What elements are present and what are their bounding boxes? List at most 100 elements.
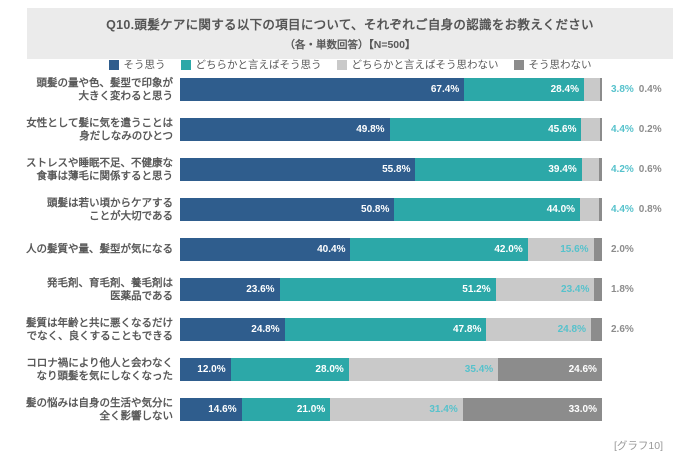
legend-label: どちらかと言えばそう思わない (351, 59, 499, 71)
chart-title: Q10.頭髪ケアに関する以下の項目について、それぞれご自身の認識をお教えください (106, 18, 594, 32)
outside-value-labels: 2.0% (611, 244, 634, 255)
value-label-agree: 12.0% (197, 364, 226, 375)
bar-segment-somewhat-agree: 47.8% (284, 318, 487, 341)
legend: そう思う どちらかと言えばそう思う どちらかと言えばそう思わない そう思わない (0, 57, 700, 72)
value-label-somewhat-disagree: 4.4% (611, 204, 634, 215)
chart-row: ストレスや睡眠不足、不健康な 食事は薄毛に関係すると思う 55.8% 39.4% 4.… (0, 157, 662, 182)
outside-value-labels: 4.2% 0.6% (611, 164, 662, 175)
bar-track: 40.4% 42.0% 15.6% (180, 238, 602, 261)
value-label-agree: 23.6% (246, 284, 275, 295)
bar-segment-agree: 49.8% (180, 118, 390, 141)
category-label: 頭髪の量や色、髪型で印象が 大きく変わると思う (36, 77, 174, 102)
bar-segment-somewhat-agree: 51.2% (279, 278, 496, 301)
value-label-somewhat-disagree: 31.4% (429, 404, 458, 415)
legend-label: どちらかと言えばそう思う (195, 59, 322, 71)
value-label-somewhat-disagree: 4.4% (611, 124, 634, 135)
bar-segment-disagree (599, 158, 602, 181)
value-label-agree: 55.8% (382, 164, 411, 175)
value-label-somewhat-agree: 45.6% (548, 124, 577, 135)
bar-segment-agree: 12.0% (180, 358, 231, 381)
bar-track: 24.8% 47.8% 24.8% (180, 318, 602, 341)
category-label: 髪の悩みは自身の生活や気分に 全く影響しない (26, 397, 173, 422)
value-label-somewhat-agree: 42.0% (494, 244, 523, 255)
category-label: 発毛剤、育毛剤、養毛剤は 医薬品である (47, 277, 173, 302)
value-label-disagree: 0.6% (638, 164, 662, 175)
value-label-somewhat-disagree: 3.8% (611, 84, 634, 95)
chart-row: 髪質は年齢と共に悪くなるだけ でなく、良くすることもできる 24.8% 47.8% 2… (0, 317, 662, 342)
value-label-somewhat-agree: 44.0% (546, 204, 576, 215)
bar-segment-agree: 55.8% (180, 158, 416, 181)
legend-item-disagree: そう思わない (513, 57, 592, 72)
category-label: 人の髪質や量、髪型が気になる (26, 243, 173, 256)
value-label-somewhat-disagree: 4.2% (611, 164, 634, 175)
bar-segment-disagree (594, 278, 602, 301)
bar-segment-somewhat-disagree: 23.4% (495, 278, 595, 301)
chart-title-banner: Q10.頭髪ケアに関する以下の項目について、それぞれご自身の認識をお教えください… (27, 8, 673, 59)
value-label-agree: 24.8% (251, 324, 280, 335)
bar-segment-disagree (590, 318, 602, 341)
category-label: ストレスや睡眠不足、不健康な 食事は薄毛に関係すると思う (26, 157, 173, 182)
value-label-somewhat-agree: 21.0% (296, 404, 326, 415)
bar-track: 12.0% 28.0% 35.4% 24.6% (180, 358, 602, 381)
bar-track: 50.8% 44.0% (180, 198, 602, 221)
bar-segment-somewhat-agree: 21.0% (241, 398, 331, 421)
legend-swatch-somewhat-disagree (336, 59, 347, 70)
value-label-disagree: 2.0% (611, 244, 634, 255)
value-label-somewhat-agree: 39.4% (548, 164, 577, 175)
bar-segment-somewhat-disagree: 15.6% (527, 238, 594, 261)
value-label-agree: 40.4% (317, 244, 346, 255)
category-label: 女性として髪に気を遣うことは 身だしなみのひとつ (26, 117, 173, 142)
chart-caption: [グラフ10] (613, 440, 663, 452)
value-label-somewhat-disagree: 35.4% (464, 364, 494, 375)
bar-segment-somewhat-agree: 45.6% (389, 118, 582, 141)
value-label-agree: 49.8% (356, 124, 385, 135)
value-label-somewhat-disagree: 15.6% (560, 244, 589, 255)
value-label-somewhat-agree: 47.8% (452, 324, 482, 335)
chart-row: 女性として髪に気を遣うことは 身だしなみのひとつ 49.8% 45.6% 4.4% 0.… (0, 117, 662, 142)
legend-item-agree: そう思う (108, 57, 166, 72)
category-label: コロナ禍により他人と会わなく なり頭髪を気にしなくなった (26, 357, 173, 382)
value-label-somewhat-disagree: 24.8% (557, 324, 586, 335)
bar-segment-somewhat-disagree (581, 118, 600, 141)
bar-segment-somewhat-agree: 44.0% (394, 198, 581, 221)
category-label: 髪質は年齢と共に悪くなるだけ でなく、良くすることもできる (26, 317, 173, 342)
outside-value-labels: 2.6% (611, 324, 634, 335)
bar-segment-somewhat-agree: 28.4% (464, 78, 584, 101)
bar-track: 14.6% 21.0% 31.4% 33.0% (180, 398, 602, 421)
bar-segment-somewhat-disagree (581, 158, 600, 181)
legend-item-somewhat-disagree: どちらかと言えばそう思わない (336, 57, 499, 72)
bar-segment-somewhat-disagree: 31.4% (330, 398, 463, 421)
value-label-agree: 14.6% (208, 404, 237, 415)
value-label-disagree: 0.8% (638, 204, 662, 215)
bar-track: 67.4% 28.4% (180, 78, 602, 101)
category-label: 頭髪は若い頃からケアする ことが大切である (47, 197, 173, 222)
bar-segment-somewhat-disagree: 24.8% (486, 318, 591, 341)
bar-segment-disagree (598, 198, 602, 221)
value-label-agree: 67.4% (430, 84, 460, 95)
bar-segment-somewhat-disagree: 35.4% (348, 358, 499, 381)
value-label-disagree: 2.6% (611, 324, 634, 335)
chart-subtitle: （各・単数回答）【N=500】 (284, 39, 416, 51)
value-label-somewhat-disagree: 23.4% (561, 284, 590, 295)
bar-segment-somewhat-agree: 39.4% (415, 158, 582, 181)
value-label-disagree: 24.6% (568, 364, 597, 375)
bar-track: 23.6% 51.2% 23.4% (180, 278, 602, 301)
bar-segment-agree: 24.8% (180, 318, 285, 341)
bar-segment-somewhat-disagree (580, 198, 599, 221)
bar-segment-disagree (600, 78, 602, 101)
chart-row: コロナ禍により他人と会わなく なり頭髪を気にしなくなった 12.0% 28.0% 35… (0, 357, 662, 382)
bar-track: 49.8% 45.6% (180, 118, 602, 141)
chart-row: 髪の悩みは自身の生活や気分に 全く影響しない 14.6% 21.0% 31.4% 33.… (0, 397, 662, 422)
bar-segment-disagree (593, 238, 602, 261)
bar-segment-disagree: 33.0% (462, 398, 602, 421)
value-label-disagree: 1.8% (611, 284, 634, 295)
outside-value-labels: 4.4% 0.8% (611, 204, 662, 215)
chart-row: 頭髪は若い頃からケアする ことが大切である 50.8% 44.0% 4.4% 0.8% (0, 197, 662, 222)
chart-row: 人の髪質や量、髪型が気になる 40.4% 42.0% 15.6% 2.0% (0, 238, 662, 261)
legend-swatch-somewhat-agree (180, 59, 191, 70)
bar-segment-agree: 50.8% (180, 198, 395, 221)
value-label-somewhat-agree: 51.2% (462, 284, 491, 295)
outside-value-labels: 4.4% 0.2% (611, 124, 662, 135)
bar-segment-somewhat-disagree (583, 78, 600, 101)
bar-segment-agree: 67.4% (180, 78, 465, 101)
